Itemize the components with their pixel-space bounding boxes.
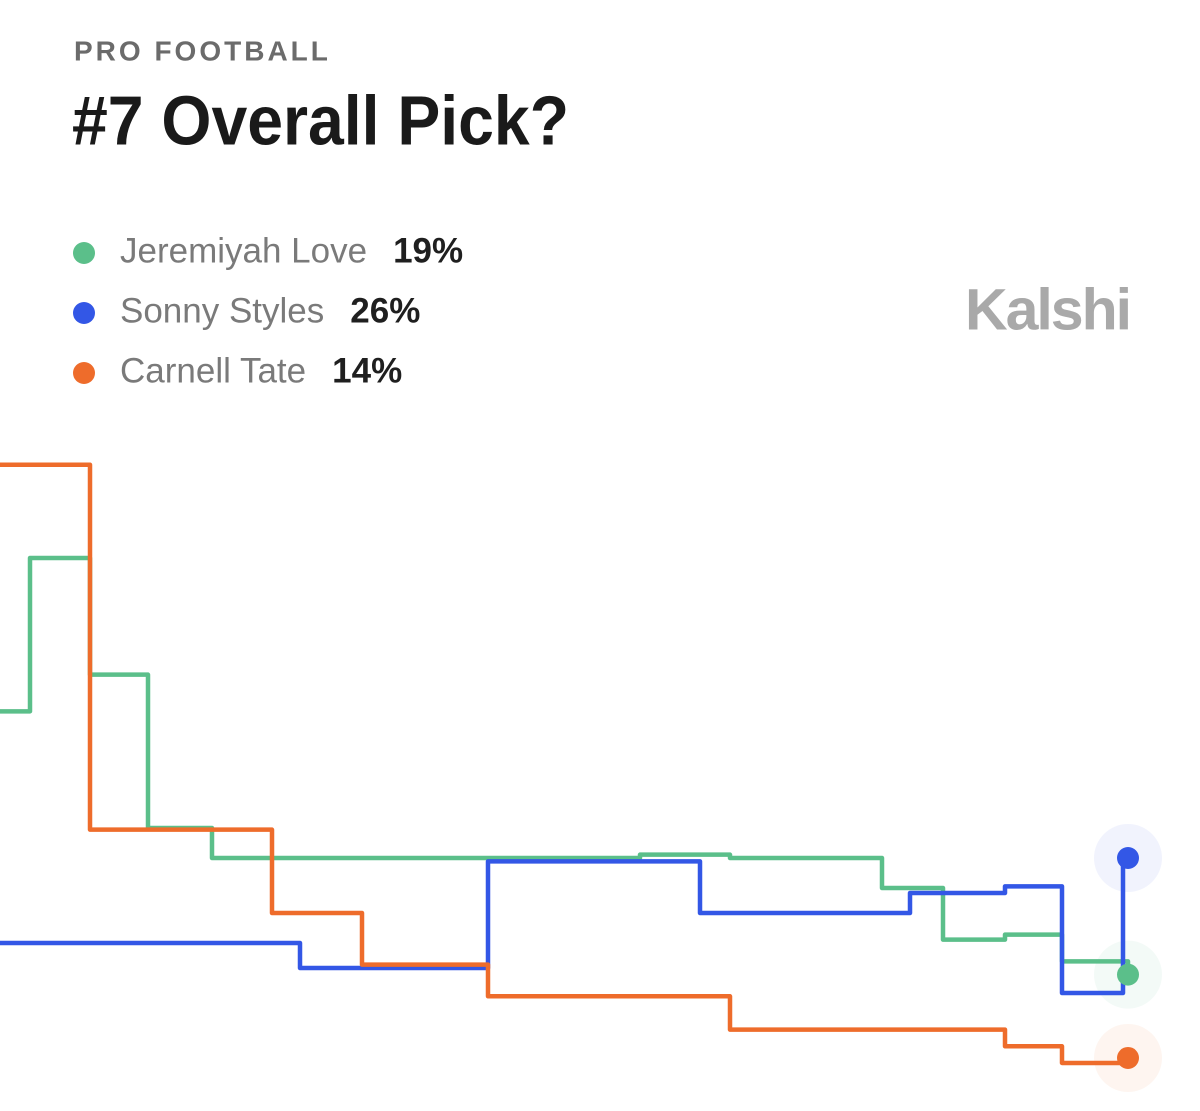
series-line	[0, 855, 1128, 996]
chart-title: #7 Overall Pick?	[72, 81, 569, 159]
end-dot	[1117, 963, 1139, 986]
series-line	[0, 555, 1131, 975]
legend-value: 19%	[393, 231, 463, 270]
legend-marker	[73, 362, 95, 384]
legend-label: Jeremiyah Love	[120, 231, 367, 270]
kicker: PRO FOOTBALL	[74, 35, 331, 66]
brand-logo: Kalshi	[965, 277, 1130, 342]
legend-label: Carnell Tate	[120, 351, 306, 390]
legend-value: 14%	[332, 351, 402, 390]
series-line	[0, 462, 1131, 1066]
end-dot	[1117, 1046, 1139, 1069]
legend-label: Sonny Styles	[120, 291, 324, 330]
legend-marker	[73, 242, 95, 264]
end-dot	[1117, 846, 1139, 869]
legend-value: 26%	[350, 291, 420, 330]
legend-marker	[73, 302, 95, 324]
